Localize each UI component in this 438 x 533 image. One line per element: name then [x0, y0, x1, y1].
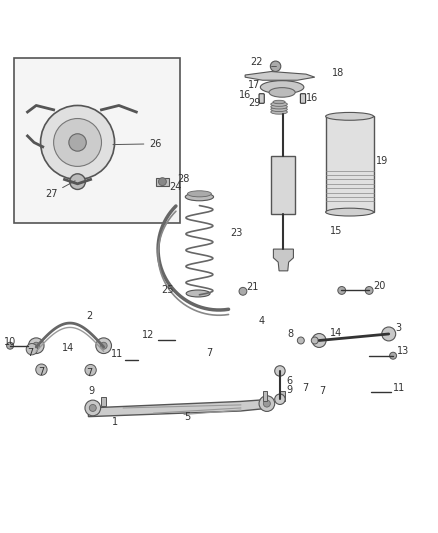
Circle shape	[382, 327, 396, 341]
Text: 12: 12	[142, 330, 155, 340]
Circle shape	[275, 366, 285, 376]
Text: 23: 23	[230, 228, 242, 238]
Circle shape	[100, 342, 107, 349]
Circle shape	[297, 337, 304, 344]
Text: 11: 11	[111, 349, 123, 359]
Circle shape	[312, 334, 326, 348]
Text: 26: 26	[113, 139, 162, 149]
Polygon shape	[273, 249, 293, 271]
Bar	[271, 156, 295, 214]
Bar	[280, 391, 285, 401]
Text: 13: 13	[397, 346, 410, 357]
Circle shape	[263, 400, 270, 407]
Polygon shape	[245, 71, 315, 80]
Text: 29: 29	[248, 98, 260, 108]
Text: 4: 4	[258, 316, 264, 326]
Polygon shape	[88, 399, 271, 417]
Ellipse shape	[271, 107, 287, 111]
Ellipse shape	[260, 80, 304, 94]
Text: 7: 7	[28, 348, 34, 358]
Circle shape	[159, 177, 166, 185]
Ellipse shape	[185, 193, 214, 201]
Circle shape	[70, 174, 85, 189]
Text: 5: 5	[184, 411, 191, 422]
Text: 21: 21	[247, 281, 259, 292]
Text: 28: 28	[178, 174, 190, 184]
Circle shape	[36, 364, 47, 375]
Text: 27: 27	[45, 181, 75, 199]
Circle shape	[96, 338, 112, 353]
Text: 14: 14	[330, 328, 342, 338]
Text: 7: 7	[302, 383, 308, 392]
Text: 8: 8	[288, 329, 294, 340]
Circle shape	[365, 287, 373, 294]
Text: 11: 11	[393, 383, 405, 392]
Ellipse shape	[187, 191, 212, 197]
Circle shape	[338, 287, 346, 294]
Circle shape	[239, 287, 247, 295]
Bar	[102, 397, 106, 406]
Text: 15: 15	[330, 226, 343, 236]
Bar	[156, 177, 169, 185]
Circle shape	[33, 342, 40, 349]
Circle shape	[85, 400, 101, 416]
Text: 2: 2	[86, 311, 92, 321]
Ellipse shape	[325, 112, 374, 120]
Text: 14: 14	[62, 343, 74, 353]
Text: 17: 17	[248, 80, 261, 90]
Text: 22: 22	[250, 57, 262, 67]
FancyBboxPatch shape	[259, 94, 264, 103]
Text: 7: 7	[319, 385, 325, 395]
Circle shape	[85, 365, 96, 376]
Bar	[14, 58, 180, 223]
Ellipse shape	[325, 208, 374, 216]
Text: 16: 16	[306, 93, 318, 103]
Text: 6: 6	[286, 376, 293, 386]
Text: 7: 7	[206, 348, 212, 358]
Circle shape	[53, 118, 102, 166]
Circle shape	[41, 106, 115, 180]
Circle shape	[390, 352, 396, 359]
Ellipse shape	[269, 87, 295, 97]
Bar	[262, 391, 267, 401]
Circle shape	[7, 342, 14, 349]
Text: 18: 18	[332, 68, 344, 78]
Circle shape	[28, 338, 44, 353]
Ellipse shape	[271, 102, 287, 107]
Circle shape	[89, 405, 96, 411]
Text: 9: 9	[89, 385, 95, 395]
Circle shape	[69, 134, 86, 151]
Text: 20: 20	[374, 281, 386, 291]
Text: 1: 1	[113, 417, 119, 427]
Text: 19: 19	[376, 156, 388, 166]
Text: 24: 24	[170, 182, 182, 192]
Circle shape	[259, 396, 275, 411]
Ellipse shape	[271, 104, 287, 109]
Bar	[325, 116, 374, 212]
Ellipse shape	[273, 100, 285, 104]
Text: 7: 7	[39, 367, 45, 377]
Text: 10: 10	[4, 337, 16, 347]
Text: 9: 9	[286, 385, 293, 395]
Text: 7: 7	[86, 368, 92, 378]
Text: 3: 3	[395, 323, 401, 333]
Ellipse shape	[271, 110, 287, 114]
Text: 25: 25	[161, 285, 173, 295]
FancyBboxPatch shape	[300, 94, 306, 103]
Ellipse shape	[186, 290, 210, 297]
Circle shape	[26, 344, 38, 355]
Text: 16: 16	[239, 90, 251, 100]
Circle shape	[270, 61, 281, 71]
Circle shape	[311, 337, 318, 344]
Circle shape	[275, 394, 285, 405]
